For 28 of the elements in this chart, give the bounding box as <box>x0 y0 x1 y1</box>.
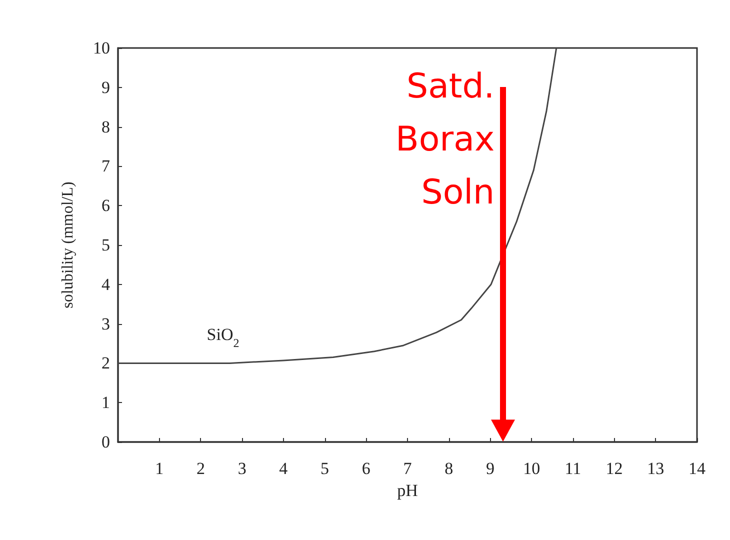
x-tick-label: 12 <box>606 459 623 478</box>
y-tick-label: 6 <box>102 196 110 216</box>
y-tick-label: 3 <box>102 314 110 334</box>
x-tick-label: 6 <box>362 459 370 478</box>
x-tick-label: 5 <box>320 459 330 478</box>
x-tick-label: 4 <box>279 459 288 478</box>
x-tick-label: 7 <box>403 459 412 478</box>
y-tick-label: 1 <box>102 393 110 412</box>
ref-line-label: Satd. Borax Soln <box>396 66 495 212</box>
x-tick-label: 2 <box>196 459 205 478</box>
x-tick-label: 11 <box>564 459 582 478</box>
x-tick-label: 8 <box>444 459 454 478</box>
x-tick-label: 14 <box>688 459 706 478</box>
y-tick-label: 2 <box>102 354 110 373</box>
y-tick-label: 4 <box>102 274 110 294</box>
x-tick-label: 10 <box>523 459 540 478</box>
x-tick-label: 1 <box>155 459 164 478</box>
y-tick-label: 7 <box>102 156 110 176</box>
y-tick-label: 9 <box>102 78 110 97</box>
y-tick-label: 8 <box>102 117 110 136</box>
x-tick-label: 3 <box>238 459 246 478</box>
x-axis-title: pH <box>397 481 418 500</box>
y-tick-label: 0 <box>102 432 110 452</box>
y-tick-label: 10 <box>93 38 110 58</box>
y-axis-title: solubility (mmol/L) <box>60 182 76 308</box>
x-tick-label: 13 <box>647 459 664 478</box>
y-tick-label: 5 <box>102 236 110 254</box>
x-tick-label: 9 <box>486 459 494 478</box>
